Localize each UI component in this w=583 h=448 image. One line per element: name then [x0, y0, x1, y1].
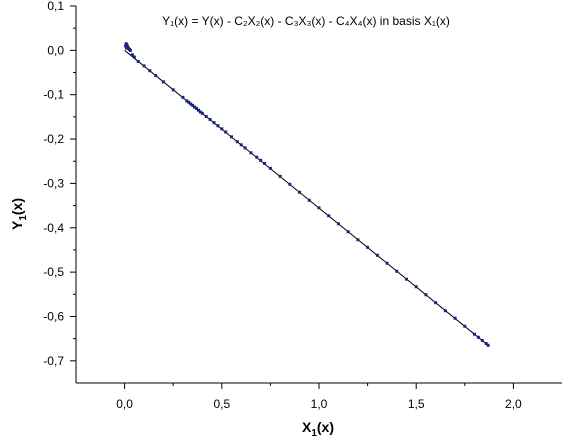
data-point [216, 124, 220, 128]
data-point [154, 74, 158, 78]
data-point [366, 245, 370, 249]
data-point [463, 324, 467, 328]
y-tick-label: -0,3 [43, 176, 64, 190]
data-point [243, 146, 247, 150]
data-point [298, 190, 302, 194]
data-point [327, 214, 331, 218]
data-point [404, 277, 408, 281]
data-point [434, 301, 438, 305]
y-tick-label: -0,4 [43, 221, 64, 235]
data-point [249, 151, 253, 155]
data-point [195, 106, 199, 110]
data-point [259, 158, 263, 162]
data-point [187, 100, 191, 104]
x-tick-label: 1,0 [311, 397, 328, 411]
data-point [255, 155, 259, 159]
data-point [208, 118, 212, 122]
data-point [132, 55, 136, 59]
data-point [356, 238, 360, 242]
data-point [220, 127, 224, 131]
data-point [424, 293, 428, 297]
data-point [346, 230, 350, 234]
y-tick-label: 0,0 [47, 43, 64, 57]
x-axis-title: X1(x) [302, 419, 334, 439]
data-point [136, 59, 140, 63]
data-point [263, 161, 267, 165]
data-point [196, 108, 200, 112]
data-point [125, 43, 129, 47]
data-point [204, 114, 208, 118]
data-point [230, 135, 234, 139]
data-point [336, 222, 340, 226]
x-tick-label: 0,0 [116, 397, 133, 411]
data-point [181, 95, 185, 99]
data-point [268, 166, 272, 170]
data-point [148, 69, 152, 73]
chart-title: Y₁(x) = Y(x) - C₂X₂(x) - C₃X₃(x) - C₄X₄(… [162, 14, 450, 28]
x-tick-label: 2,0 [505, 397, 522, 411]
data-point [224, 130, 228, 134]
data-point [385, 261, 389, 265]
data-point [278, 174, 282, 178]
y-tick-label: -0,1 [43, 88, 64, 102]
data-point [288, 182, 292, 186]
data-point [414, 285, 418, 289]
data-point [142, 64, 146, 68]
data-point [161, 80, 165, 84]
data-point [307, 198, 311, 202]
y-tick-label: -0,5 [43, 265, 64, 279]
y-tick-label: 0,1 [47, 0, 64, 13]
data-point [484, 342, 488, 346]
y-tick-label: -0,6 [43, 309, 64, 323]
plot-area [124, 42, 490, 347]
data-point [375, 253, 379, 257]
data-point [443, 309, 447, 313]
data-point [212, 121, 216, 125]
fit-line [124, 49, 489, 346]
data-point [191, 103, 195, 107]
data-point [239, 143, 243, 147]
y-axis-title: Y1(x) [9, 198, 29, 230]
y-axis: 0,1 0,0 -0,1 -0,2 -0,3 -0,4 -0,5 -0,6 -0,7 [43, 0, 77, 383]
data-point [235, 140, 239, 144]
x-tick-label: 0,5 [213, 397, 230, 411]
data-point [317, 206, 321, 210]
data-point [480, 338, 484, 342]
data-point [473, 332, 477, 336]
data-point [453, 316, 457, 320]
data-point [128, 48, 132, 52]
data-point [476, 335, 480, 339]
data-point [130, 53, 134, 57]
data-point [395, 269, 399, 273]
y-tick-label: -0,7 [43, 354, 64, 368]
x-tick-label: 1,5 [408, 397, 425, 411]
data-point [189, 102, 193, 106]
data-point [171, 88, 175, 92]
x-axis: 0,0 0,5 1,0 1,5 2,0 [76, 382, 562, 411]
data-point [486, 343, 490, 347]
data-point [198, 110, 202, 114]
data-point [193, 105, 197, 109]
y-tick-label: -0,2 [43, 132, 64, 146]
data-point [185, 99, 189, 103]
data-point [200, 111, 204, 115]
